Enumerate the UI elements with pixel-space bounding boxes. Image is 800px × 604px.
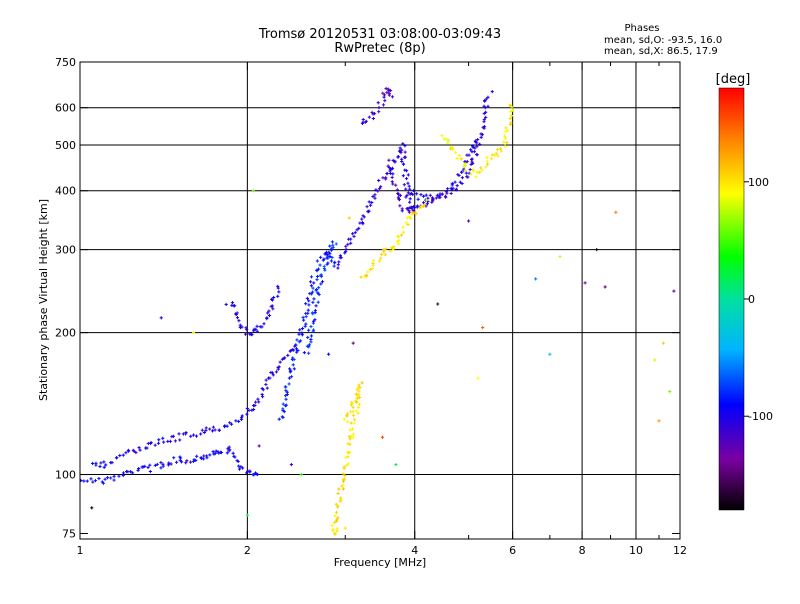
x-axis-label: Frequency [MHz] xyxy=(334,556,426,569)
grid xyxy=(80,62,680,539)
y-tick-label: 300 xyxy=(55,244,76,257)
plot-frame xyxy=(79,61,681,540)
x-tick-label: 4 xyxy=(411,544,418,557)
y-tick-label: 400 xyxy=(55,185,76,198)
stats-line-o: mean, sd,O: -93.5, 16.0 xyxy=(604,35,722,46)
x-tick-label: 12 xyxy=(673,544,687,557)
colorbar-tick-label: -100 xyxy=(748,410,773,423)
chart-title: Tromsø 20120531 03:08:00-03:09:43 xyxy=(258,27,501,42)
colorbar-label: [deg] xyxy=(716,72,751,87)
x-tick-label: 2 xyxy=(244,544,251,557)
y-tick-label: 600 xyxy=(55,102,76,115)
y-tick-label: 750 xyxy=(55,56,76,69)
chart-subtitle: RwPretec (8p) xyxy=(334,41,425,56)
x-tick-label: 1 xyxy=(77,544,84,557)
stats-line-x: mean, sd,X: 86.5, 17.9 xyxy=(604,46,718,57)
y-tick-label: 100 xyxy=(55,469,76,482)
x-tick-label: 10 xyxy=(629,544,643,557)
stats-header: Phases xyxy=(624,23,659,34)
y-tick-label: 500 xyxy=(55,139,76,152)
colorbar-tick-label: 100 xyxy=(748,176,769,189)
y-tick-label: 200 xyxy=(55,327,76,340)
colorbar-ticks: 100 0 -100 xyxy=(744,176,773,423)
x-tick-label: 8 xyxy=(579,544,586,557)
colorbar xyxy=(718,87,745,511)
x-tick-label: 6 xyxy=(509,544,516,557)
data-points xyxy=(80,86,676,536)
colorbar-tick-label: 0 xyxy=(748,293,755,306)
y-tick-label: 75 xyxy=(62,527,76,540)
y-axis-label: Stationary phase Virtual Height [km] xyxy=(37,199,50,401)
